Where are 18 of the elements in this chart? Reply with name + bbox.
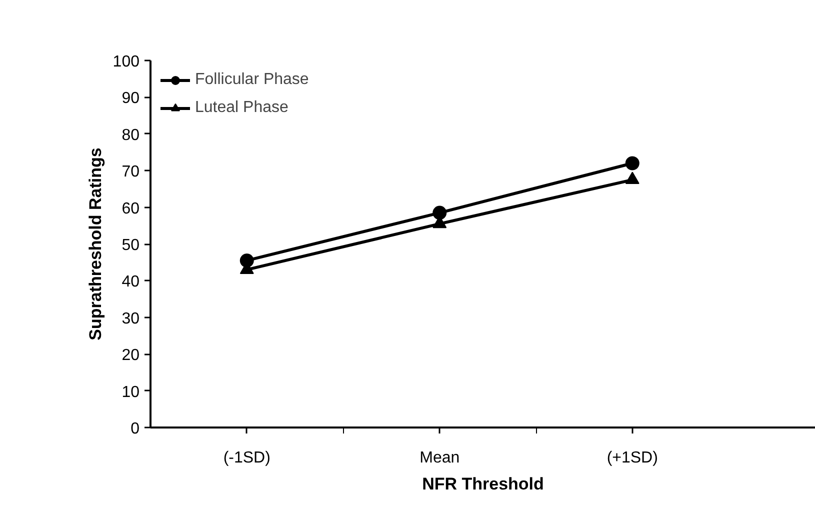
x-tick-label: Mean — [420, 450, 460, 466]
y-tick-label: 60 — [122, 200, 140, 218]
legend-label: Follicular Phase — [195, 71, 309, 89]
y-tick-label: 30 — [122, 310, 140, 328]
y-tick-label: 20 — [122, 347, 140, 364]
x-tick-label: (+1SD) — [606, 450, 658, 466]
y-tick-label: 100 — [112, 54, 140, 70]
y-tick-label: 50 — [122, 237, 140, 254]
x-tick-label: (-1SD) — [223, 450, 270, 466]
y-tick-label: 40 — [122, 274, 140, 291]
y-tick-label: 70 — [122, 164, 140, 181]
y-axis-title: Suprathreshold Ratings — [86, 148, 105, 340]
y-tick-label: 90 — [122, 90, 140, 108]
y-tick-label: 10 — [122, 384, 140, 401]
legend-label: Luteal Phase — [195, 99, 288, 117]
y-tick-label: 0 — [130, 420, 140, 438]
x-axis-title: NFR Threshold — [422, 474, 544, 494]
y-tick-label: 80 — [122, 126, 140, 144]
